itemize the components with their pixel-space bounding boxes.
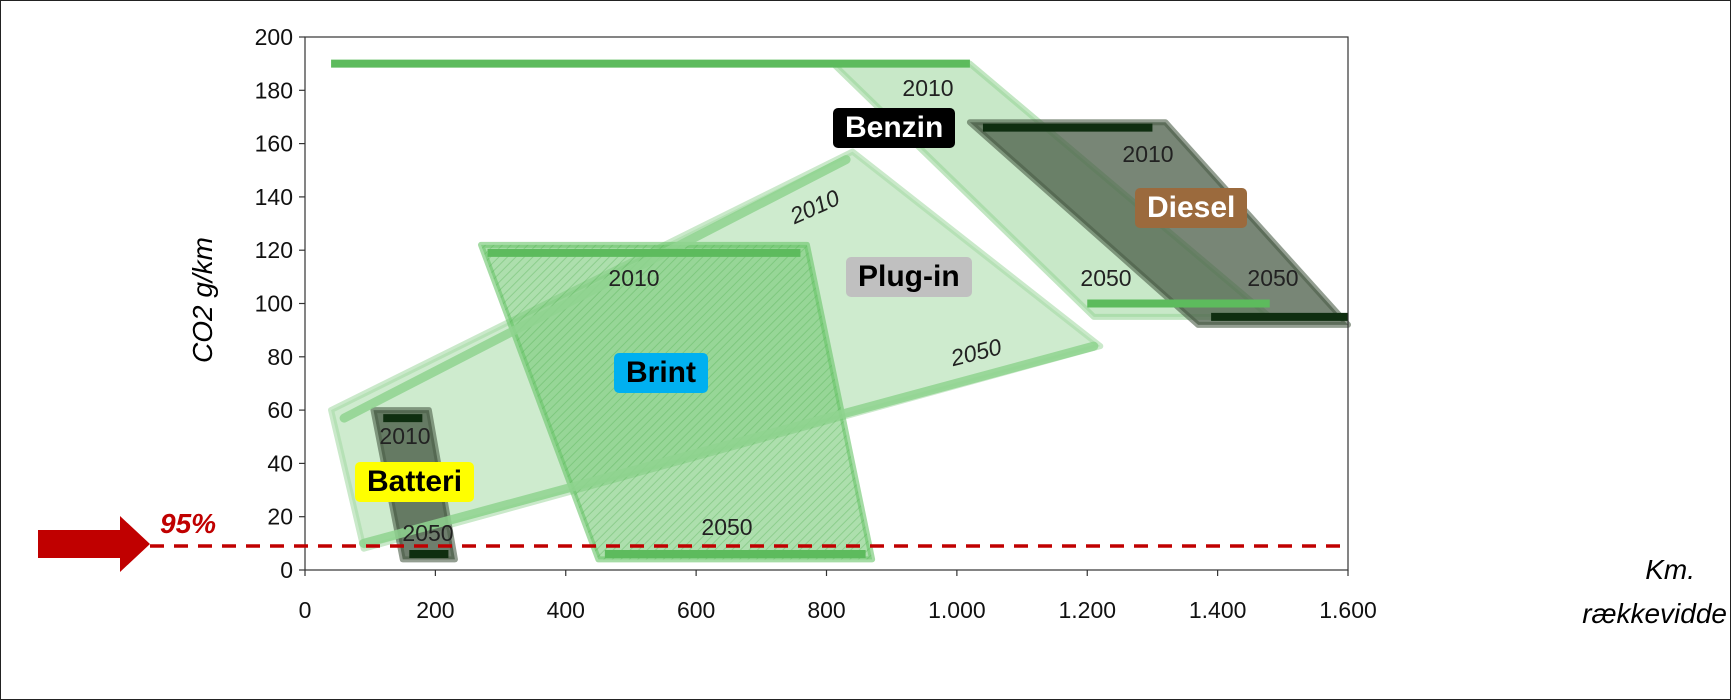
label-diesel: Diesel [1135, 188, 1247, 228]
label-plug-in: Plug-in [846, 257, 972, 297]
y-tick-label: 120 [255, 237, 293, 263]
x-tick-label: 1.400 [1189, 597, 1247, 623]
x-axis-title-line2: rækkevidde [1573, 592, 1731, 636]
year-label-brint-2050: 2050 [701, 514, 752, 540]
x-tick-label: 800 [807, 597, 845, 623]
target-arrow-icon [38, 516, 178, 576]
year-label-batteri-2010: 2010 [379, 423, 430, 449]
y-tick-label: 60 [267, 397, 293, 423]
x-tick-label: 400 [547, 597, 585, 623]
x-tick-label: 1.200 [1058, 597, 1116, 623]
y-tick-label: 0 [280, 557, 293, 583]
y-axis-title: CO2 g/km [187, 237, 219, 363]
year-label-diesel-2010: 2010 [1122, 141, 1173, 167]
year-label-batteri-2050: 2050 [402, 520, 453, 546]
year-label-diesel-2050: 2050 [1247, 265, 1298, 291]
y-tick-label: 40 [267, 450, 293, 476]
x-tick-label: 0 [299, 597, 312, 623]
x-tick-label: 200 [416, 597, 454, 623]
label-benzin: Benzin [833, 108, 955, 148]
y-tick-label: 140 [255, 184, 293, 210]
x-tick-label: 1.600 [1319, 597, 1377, 623]
x-tick-label: 1.000 [928, 597, 986, 623]
y-tick-label: 100 [255, 291, 293, 317]
year-label-benzin-2010: 2010 [902, 75, 953, 101]
y-tick-label: 180 [255, 77, 293, 103]
x-axis-title: Km. rækkevidde [1573, 548, 1731, 636]
label-batteri: Batteri [355, 462, 474, 502]
y-tick-label: 80 [267, 344, 293, 370]
y-tick-label: 160 [255, 131, 293, 157]
year-label-diesel-2050: 2050 [1080, 265, 1131, 291]
x-tick-label: 600 [677, 597, 715, 623]
label-brint: Brint [614, 353, 708, 393]
x-axis-title-line1: Km. [1573, 548, 1731, 592]
y-tick-label: 20 [267, 504, 293, 530]
y-tick-label: 200 [255, 24, 293, 50]
year-label-brint-2010: 2010 [608, 265, 659, 291]
